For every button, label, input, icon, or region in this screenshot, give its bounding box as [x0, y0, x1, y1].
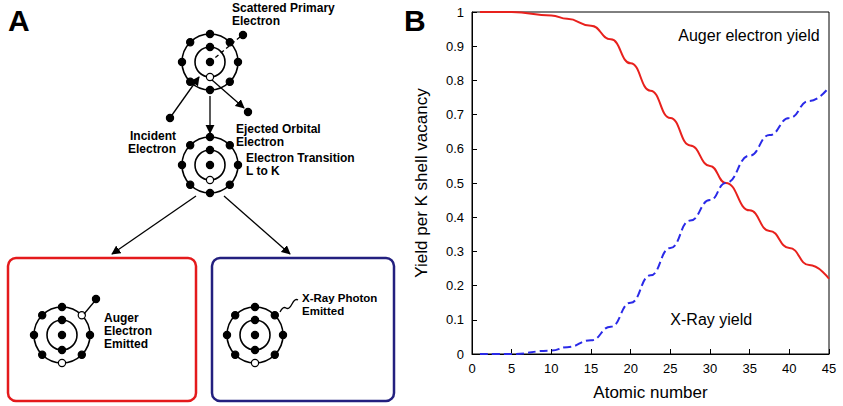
svg-text:0.3: 0.3 [446, 244, 464, 259]
svg-text:Scattered PrimaryElectron: Scattered PrimaryElectron [232, 1, 335, 28]
svg-text:Auger electron yield: Auger electron yield [678, 27, 819, 44]
svg-text:0.1: 0.1 [446, 312, 464, 327]
svg-text:0: 0 [468, 361, 475, 376]
svg-text:45: 45 [822, 361, 836, 376]
svg-text:10: 10 [544, 361, 558, 376]
svg-text:Yield per K shell vacancy: Yield per K shell vacancy [412, 88, 431, 278]
svg-text:0: 0 [457, 347, 464, 362]
svg-text:IncidentElectron: IncidentElectron [128, 129, 176, 156]
html-text:B: B [404, 4, 426, 37]
svg-text:X-Ray PhotonEmitted: X-Ray PhotonEmitted [302, 292, 377, 317]
svg-text:0.9: 0.9 [446, 39, 464, 54]
svg-text:15: 15 [584, 361, 598, 376]
svg-text:30: 30 [703, 361, 717, 376]
svg-text:40: 40 [782, 361, 796, 376]
svg-text:35: 35 [742, 361, 756, 376]
svg-text:25: 25 [663, 361, 677, 376]
svg-text:AugerElectronEmitted: AugerElectronEmitted [104, 311, 152, 351]
svg-text:0.2: 0.2 [446, 278, 464, 293]
svg-text:Electron TransitionL to K: Electron TransitionL to K [246, 151, 355, 178]
svg-text:0.7: 0.7 [446, 107, 464, 122]
html-text:A: A [8, 4, 30, 37]
svg-text:0.6: 0.6 [446, 141, 464, 156]
svg-text:0.4: 0.4 [446, 210, 464, 225]
svg-text:Atomic number: Atomic number [593, 383, 708, 402]
svg-text:5: 5 [508, 361, 515, 376]
svg-text:Ejected OrbitalElectron: Ejected OrbitalElectron [236, 122, 321, 149]
svg-text:1: 1 [457, 5, 464, 20]
svg-text:0.5: 0.5 [446, 176, 464, 191]
svg-text:20: 20 [623, 361, 637, 376]
svg-text:X-Ray yield: X-Ray yield [670, 311, 752, 328]
svg-text:0.8: 0.8 [446, 73, 464, 88]
